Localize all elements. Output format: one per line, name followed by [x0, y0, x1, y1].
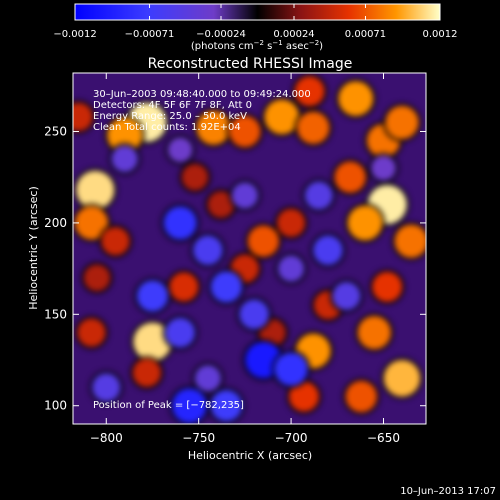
x-axis: −800 −750 −700 −650 [90, 73, 400, 445]
image-blob [73, 102, 93, 132]
colorbar-units: (photons cm−2 s−1 asec−2) [191, 39, 323, 52]
image-blob [210, 389, 243, 422]
image-blob [345, 380, 378, 413]
plot-area [73, 73, 426, 424]
image-blob [207, 191, 235, 218]
image-blob [132, 358, 162, 387]
x-tick-label: −800 [90, 431, 123, 445]
image-blob [274, 352, 308, 386]
y-tick-label: 150 [44, 307, 67, 321]
image-blob [133, 322, 172, 361]
image-blob [76, 170, 115, 210]
image-blob [371, 155, 396, 181]
image-blob [229, 115, 261, 148]
image-blob [107, 117, 143, 153]
chart-title: Reconstructed RHESSI Image [148, 56, 353, 72]
colorbar-tick-label: 0.00024 [273, 29, 314, 40]
image-blob [77, 318, 106, 347]
image-blob [294, 76, 325, 107]
image-blob [338, 81, 374, 117]
annotation-peak: Position of Peak = [−782,235] [93, 400, 244, 411]
annotation-detectors: Detectors: 4F 5F 6F 7F 8F, Att 0 [93, 100, 252, 111]
image-blob [304, 181, 333, 210]
image-blob [297, 111, 330, 145]
annotation-energy: Energy Range: 25.0 – 50.0 keV [93, 111, 247, 122]
image-blob [192, 235, 223, 266]
image-blob [347, 205, 383, 241]
x-tick-label: −700 [275, 431, 308, 445]
y-axis: 100 150 200 250 [44, 125, 426, 413]
colorbar-tick-label: 0.00071 [345, 29, 386, 40]
image-blob [83, 264, 111, 292]
image-blob [136, 280, 169, 312]
image-blob [247, 225, 280, 257]
image-blob [181, 163, 209, 191]
image-blob [231, 182, 259, 209]
x-axis-label: Heliocentric X (arcsec) [188, 449, 312, 462]
image-blob [171, 388, 207, 424]
x-tick-label: −750 [182, 431, 215, 445]
image-blob [196, 110, 231, 145]
colorbar-tick-label: −0.00024 [196, 29, 246, 40]
image-blob [394, 224, 426, 258]
image-blob [289, 381, 319, 412]
colorbar-gradient [74, 3, 441, 21]
colorbar-tick-label: −0.0012 [53, 29, 96, 40]
footer-timestamp: 10–Jun–2013 17:07 [400, 486, 496, 497]
image-blob [92, 373, 121, 402]
colorbar-tick-label: −0.00071 [125, 29, 175, 40]
image-blob [277, 255, 305, 282]
image-blob [385, 105, 419, 140]
image-blob [383, 360, 421, 397]
image-blob [111, 145, 138, 173]
image-blob [372, 271, 403, 302]
y-tick-label: 200 [44, 216, 67, 230]
annotation-method: Clean Total counts: 1.92E+04 [93, 122, 241, 133]
y-tick-label: 100 [44, 399, 67, 413]
image-blob [210, 271, 243, 303]
image-blob [357, 315, 391, 350]
image-blob [334, 161, 367, 193]
image-blob [276, 208, 306, 238]
annotation-time-range: 30–Jun–2003 09:48:40.000 to 09:49:24.000 [93, 89, 311, 100]
colorbar-ticks: −0.0012 −0.00071 −0.00024 0.00024 0.00071 0.0… [53, 4, 458, 40]
plot-frame [72, 72, 427, 425]
y-axis-label: Heliocentric Y (arcsec) [27, 186, 40, 310]
image-blob [165, 317, 196, 348]
image-blob [264, 99, 300, 135]
image-blob [239, 299, 270, 330]
colorbar: −0.0012 −0.00071 −0.00024 0.00024 0.00071 0.0… [53, 3, 458, 52]
x-tick-label: −650 [367, 431, 400, 445]
image-blob [163, 206, 197, 240]
image-blob [101, 227, 130, 256]
image-blobs [73, 73, 426, 424]
y-tick-label: 250 [44, 125, 67, 139]
image-blob [74, 206, 109, 240]
image-blob [313, 235, 343, 266]
annotations: 30–Jun–2003 09:48:40.000 to 09:49:24.000… [93, 89, 311, 411]
image-blob [167, 137, 193, 163]
image-blob [194, 365, 222, 392]
image-blob [332, 281, 361, 311]
colorbar-tick-label: 0.0012 [423, 29, 458, 40]
image-blob [169, 272, 199, 302]
